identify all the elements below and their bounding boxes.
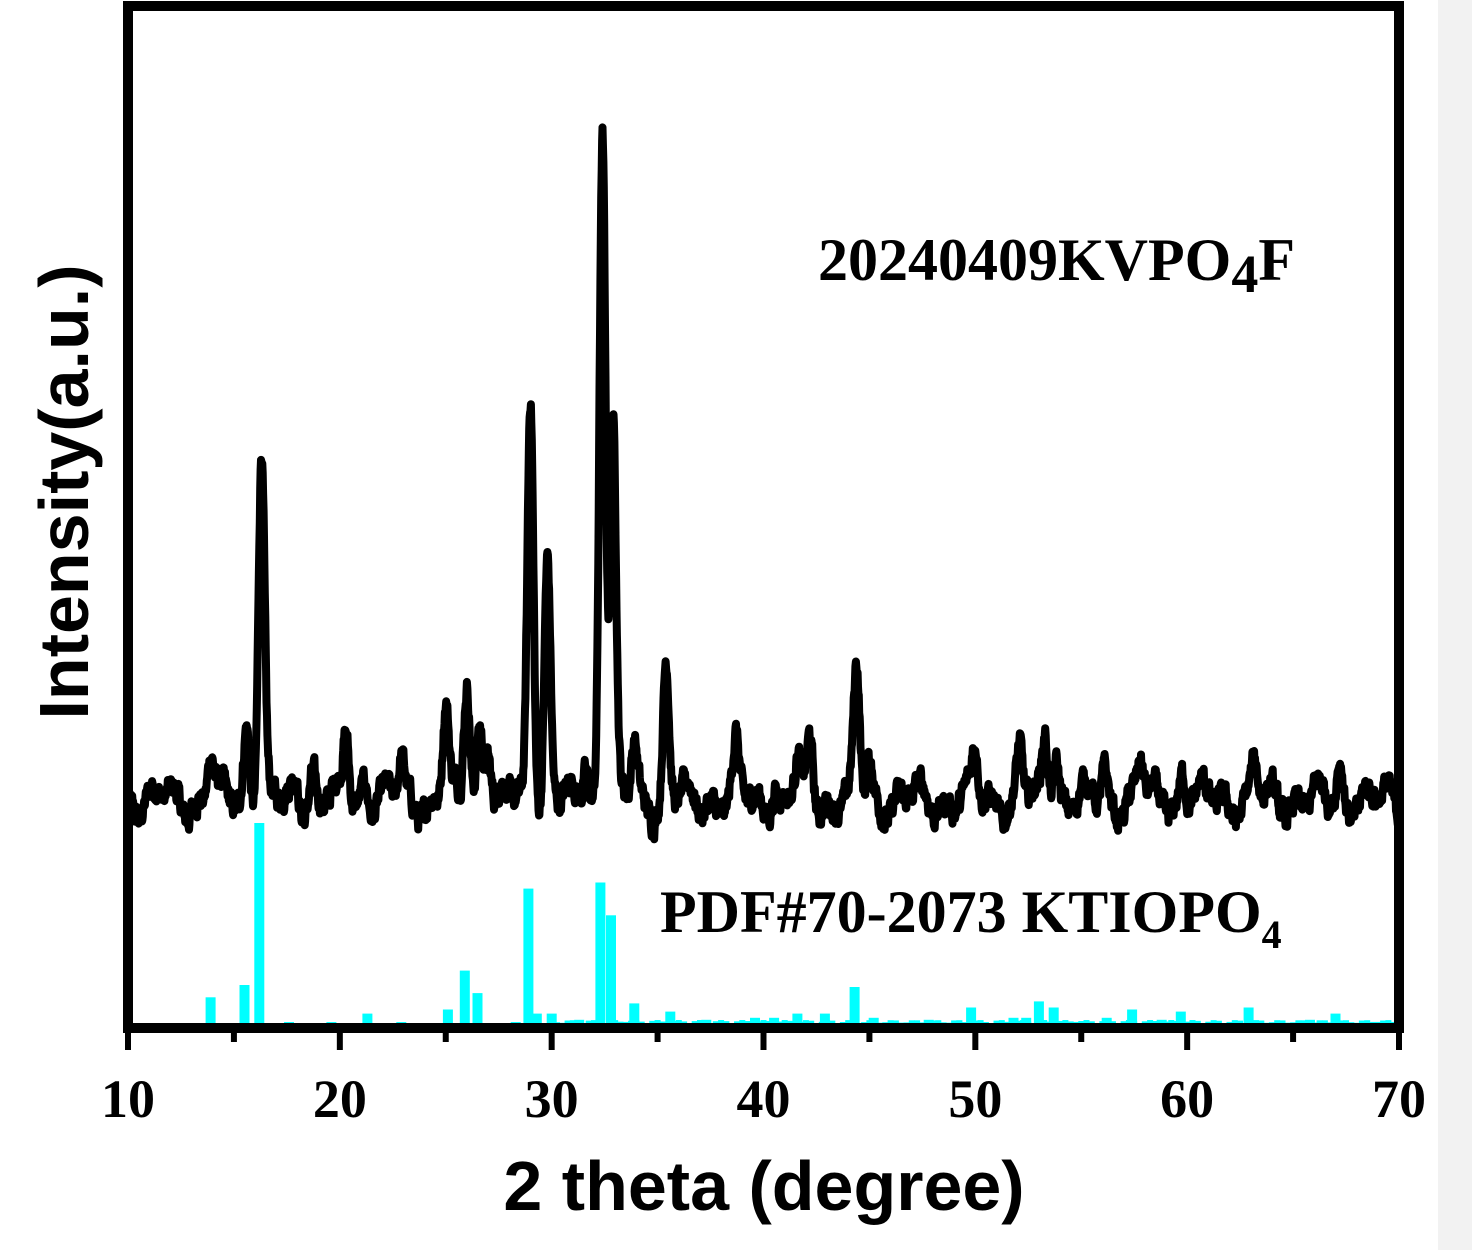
sample-label-subscript: 4 xyxy=(1231,244,1258,304)
x-tick-label-40: 40 xyxy=(737,1069,791,1129)
reference-peak-29 xyxy=(966,1007,977,1028)
reference-peak-0 xyxy=(205,997,216,1029)
reference-peak-7 xyxy=(442,1009,453,1028)
x-tick-label-50: 50 xyxy=(948,1069,1002,1129)
reference-peak-41 xyxy=(1330,1013,1341,1028)
reference-label-subscript: 4 xyxy=(1262,912,1282,957)
reference-peak-1 xyxy=(239,985,250,1028)
y-axis-title: Intensity(a.u.) xyxy=(25,264,103,719)
x-axis-title: 2 theta (degree) xyxy=(503,1147,1024,1225)
sample-label: 20240409KVPO4F xyxy=(818,227,1295,304)
reference-peak-23 xyxy=(769,1017,780,1029)
reference-peak-24 xyxy=(792,1013,803,1028)
reference-peak-38 xyxy=(1175,1011,1186,1028)
reference-peak-22 xyxy=(750,1017,760,1029)
reference-peak-12 xyxy=(531,1013,542,1028)
x-tick-label-30: 30 xyxy=(525,1069,579,1129)
reference-peak-18 xyxy=(629,1003,640,1028)
reference-peak-33 xyxy=(1048,1007,1059,1028)
reference-label-main: PDF#70-2073 KTIOPO xyxy=(660,879,1262,945)
reference-label: PDF#70-2073 KTIOPO4 xyxy=(660,879,1282,957)
reference-peak-5 xyxy=(362,1013,373,1028)
right-margin-strip xyxy=(1438,0,1472,1250)
sample-label-tail: F xyxy=(1258,227,1295,293)
reference-peak-30 xyxy=(1008,1017,1019,1029)
reference-peak-26 xyxy=(849,987,860,1028)
reference-peak-36 xyxy=(1127,1009,1138,1028)
xrd-pattern-line xyxy=(124,123,1403,844)
reference-peak-39 xyxy=(1243,1007,1254,1028)
reference-peak-9 xyxy=(472,993,483,1028)
reference-peak-16 xyxy=(606,915,616,1029)
x-tick-label-60: 60 xyxy=(1160,1069,1214,1129)
reference-peak-19 xyxy=(665,1011,676,1028)
reference-peak-15 xyxy=(595,882,606,1028)
x-tick-label-70: 70 xyxy=(1372,1069,1426,1129)
x-axis-ticks xyxy=(125,1028,1402,1050)
x-tick-label-10: 10 xyxy=(101,1069,155,1129)
reference-peak-11 xyxy=(523,888,534,1028)
x-tick-label-20: 20 xyxy=(313,1069,367,1129)
sample-label-main: 20240409KVPO xyxy=(818,227,1231,293)
reference-peak-8 xyxy=(459,970,470,1028)
reference-peak-2 xyxy=(254,823,265,1028)
reference-peak-32 xyxy=(1033,1001,1044,1029)
x-axis-tick-labels: 10 20 30 40 50 60 70 xyxy=(101,1069,1426,1129)
